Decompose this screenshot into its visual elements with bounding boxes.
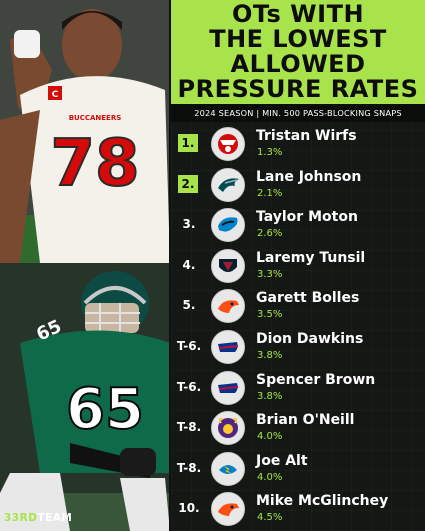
pressure-rate: 4.0% xyxy=(257,431,283,443)
panthers-logo xyxy=(211,208,245,243)
player-name: Lane Johnson xyxy=(256,168,362,185)
broncos-logo xyxy=(211,492,245,527)
pressure-rate: 3.8% xyxy=(257,390,283,402)
ranking-row: T-8. Joe Alt 4.0% xyxy=(171,450,425,490)
title-line-1: OTs WITH xyxy=(231,0,365,28)
jersey-number-top: 78 xyxy=(50,127,139,201)
title-line-4: PRESSURE RATES xyxy=(177,75,419,103)
player-name: Mike McGlinchey xyxy=(256,493,389,510)
player-name: Spencer Brown xyxy=(256,371,376,388)
rank-label: 1. xyxy=(178,134,198,152)
pressure-rate: 3.8% xyxy=(257,350,283,361)
rank-label: 2. xyxy=(178,174,198,193)
bills-logo xyxy=(211,330,245,364)
ranking-row: T-8. Brian O'Neill 4.0% xyxy=(171,409,425,449)
rank-label: 3. xyxy=(182,217,196,232)
pressure-rate: 4.5% xyxy=(257,512,283,524)
player-name: Garett Bolles xyxy=(256,290,360,307)
player-name: Joe Alt xyxy=(256,452,308,469)
ranking-row: T-6. Spencer Brown 3.8% xyxy=(171,369,425,409)
rank-label: 5. xyxy=(182,298,196,313)
photo-divider xyxy=(169,0,171,531)
player-name: Taylor Moton xyxy=(256,209,358,226)
brand-logo: 33RDTEAM xyxy=(4,512,73,524)
chargers-logo xyxy=(211,451,245,486)
jersey-team-text: BUCCANEERS xyxy=(69,114,122,122)
player-name: Brian O'Neill xyxy=(256,412,355,429)
title-box: OTs WITH THE LOWEST ALLOWED PRESSURE RAT… xyxy=(171,0,425,104)
rank-label: 4. xyxy=(182,257,196,272)
broncos-logo xyxy=(211,289,245,324)
player-name: Dion Dawkins xyxy=(256,331,364,347)
ranking-row: T-6. Dion Dawkins 3.8% xyxy=(171,328,425,368)
ranking-row: 1. Tristan Wirfs 1.3% xyxy=(171,125,425,165)
title-line-2: THE LOWEST xyxy=(209,25,387,53)
pressure-rate: 3.3% xyxy=(257,268,283,280)
rank-label: T-8. xyxy=(176,420,202,435)
pressure-rate: 4.0% xyxy=(257,471,283,483)
player-name: Tristan Wirfs xyxy=(256,128,357,144)
rank-label: T-6. xyxy=(176,379,202,394)
player-photo-top: C BUCCANEERS 78 xyxy=(0,0,170,263)
ranking-row: 10. Mike McGlinchey 4.5% xyxy=(171,490,425,530)
pressure-rate: 2.1% xyxy=(257,187,283,199)
rank-label: 10. xyxy=(178,501,200,516)
buccaneers-logo xyxy=(211,127,245,161)
player-name: Laremy Tunsil xyxy=(256,249,366,266)
pressure-rate: 1.3% xyxy=(257,147,283,158)
eagles-logo xyxy=(211,167,245,202)
rank-label: T-8. xyxy=(176,460,202,475)
svg-text:C: C xyxy=(52,90,59,100)
vikings-logo xyxy=(211,411,245,446)
player-photo-bottom: 65 65 33RDTEAM xyxy=(0,263,170,531)
ranking-row: 4. Laremy Tunsil 3.3% xyxy=(171,247,425,287)
pressure-rate: 3.5% xyxy=(257,309,283,321)
ranking-row: 3. Taylor Moton 2.6% xyxy=(171,206,425,246)
jersey-number-bottom: 65 xyxy=(66,377,144,442)
pressure-rate: 2.6% xyxy=(257,228,283,240)
bills-logo xyxy=(211,370,245,405)
title-line-3: ALLOWED xyxy=(230,50,366,78)
ranking-row: 2. Lane Johnson 2.1% xyxy=(171,166,425,206)
rank-label: T-6. xyxy=(176,339,202,353)
ranking-panel: OTs WITH THE LOWEST ALLOWED PRESSURE RAT… xyxy=(171,0,425,531)
subtitle: 2024 SEASON | MIN. 500 PASS-BLOCKING SNA… xyxy=(171,104,425,122)
ranking-row: 5. Garett Bolles 3.5% xyxy=(171,287,425,327)
texans-logo xyxy=(211,248,245,283)
